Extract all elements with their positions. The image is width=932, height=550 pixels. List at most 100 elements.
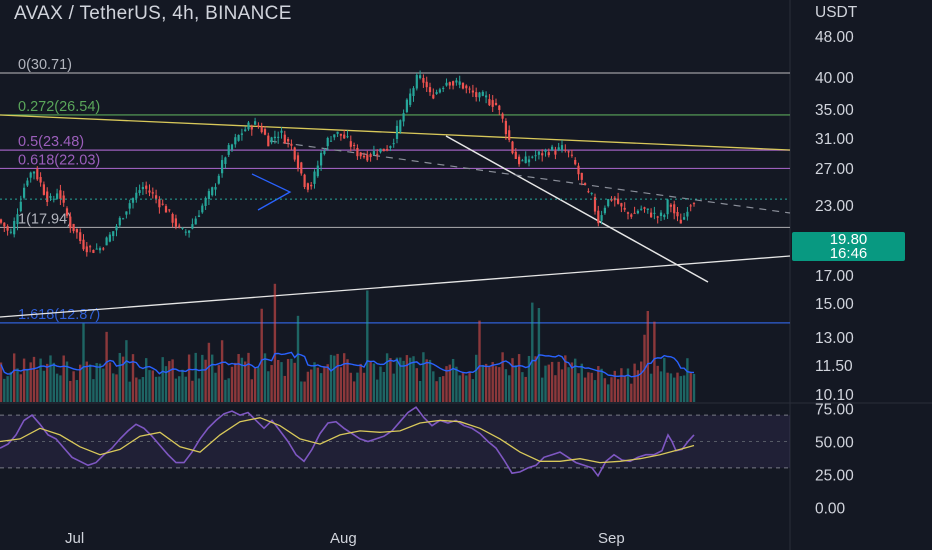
volume-bar (326, 364, 329, 402)
candle-body (230, 144, 234, 150)
candle-body (537, 151, 540, 155)
candle-body (151, 192, 154, 194)
volume-bar (323, 366, 326, 402)
volume-bar (564, 355, 567, 402)
rsi-line (0, 406, 695, 478)
candle-body (593, 197, 597, 212)
candle-body (296, 155, 300, 169)
last-price-value: 19.80 (829, 231, 868, 248)
volume-bar (141, 377, 145, 402)
candle-body (52, 198, 55, 200)
volume-bar (673, 377, 676, 402)
candle-body (673, 204, 676, 214)
volume-bar (214, 372, 217, 402)
last-price-tag: 19.80 16:46 (792, 232, 905, 261)
candle-body (82, 239, 85, 250)
candle-body (9, 231, 12, 233)
candle-body (692, 203, 696, 205)
candle-body (171, 214, 174, 223)
volume-bar (128, 381, 131, 402)
volume-bar (88, 364, 92, 402)
candle-body (270, 137, 273, 143)
volume-bar (171, 359, 174, 402)
candle-body (75, 228, 78, 233)
volume-bar (9, 371, 13, 402)
volume-bar (55, 373, 59, 402)
volume-bar (267, 371, 270, 402)
candle-body (491, 100, 494, 107)
candle-body (181, 227, 184, 229)
volume-bar (303, 381, 306, 402)
volume-bar (494, 366, 498, 402)
volume-bar (488, 367, 491, 402)
volume-bar (148, 370, 151, 402)
volume-bar (607, 384, 610, 402)
volume-bar (531, 302, 534, 402)
candle-body (39, 176, 42, 183)
volume-bar (42, 370, 46, 402)
candle-body (666, 199, 669, 215)
volume-bar (339, 367, 343, 402)
volume-bar (432, 371, 435, 402)
volume-bar (626, 368, 630, 402)
candle-body (221, 160, 224, 174)
candle-body (128, 203, 131, 209)
volume-bar (356, 372, 359, 402)
candle-body (250, 126, 253, 130)
volume-bar (336, 353, 339, 402)
candle-body (600, 215, 603, 221)
candle-body (310, 184, 313, 187)
candle-body (300, 162, 303, 174)
volume-bar (290, 358, 293, 402)
candle-body (623, 207, 626, 210)
volume-bar (3, 378, 6, 402)
volume-bar (280, 362, 283, 402)
volume-bar (570, 362, 574, 402)
volume-bar (187, 354, 191, 402)
candle-body (521, 160, 524, 162)
volume-bar (409, 357, 412, 402)
candle-body (650, 212, 653, 218)
candle-body (590, 192, 593, 194)
candle-body (531, 156, 534, 158)
candle-body (646, 208, 649, 210)
candle-body (237, 134, 240, 141)
candle-body (461, 82, 465, 89)
candle-body (0, 219, 3, 223)
candle-body (85, 246, 88, 253)
volume-bar (257, 367, 260, 402)
candle-body (98, 248, 102, 251)
volume-bar (475, 354, 478, 402)
candle-body (214, 186, 217, 190)
candle-body (306, 183, 309, 190)
price-tick-5: 23.00 (815, 198, 854, 215)
volume-bar (514, 365, 517, 402)
volume-bar (273, 283, 277, 402)
fib-label-3: 0.618(22.03) (18, 152, 100, 168)
volume-bar (168, 361, 171, 402)
volume-bar (0, 362, 3, 402)
candle-body (382, 148, 385, 152)
candle-body (224, 157, 227, 164)
volume-bar (29, 362, 32, 402)
volume-bar (465, 375, 468, 402)
candle-body (303, 174, 306, 187)
rsi-tick-1: 50.00 (815, 435, 854, 452)
volume-bar (270, 365, 273, 402)
volume-bar (6, 376, 9, 402)
volume-bar (283, 375, 286, 402)
candle-body (508, 130, 511, 140)
candle-body (353, 145, 356, 147)
volume-bar (211, 354, 214, 402)
volume-bar (145, 358, 148, 402)
candle-body (59, 190, 62, 199)
volume-bar (435, 381, 438, 402)
candle-body (514, 151, 517, 159)
volume-bar (455, 366, 458, 402)
candle-body (392, 143, 395, 145)
candle-body (178, 225, 181, 227)
candle-body (432, 94, 435, 99)
volume-bar (138, 379, 141, 402)
